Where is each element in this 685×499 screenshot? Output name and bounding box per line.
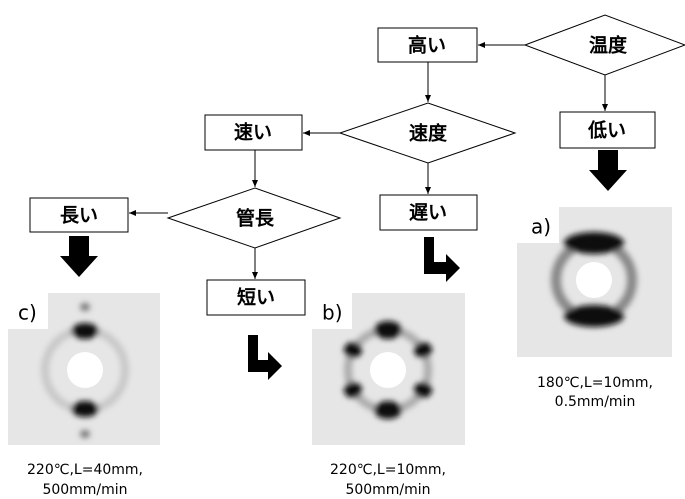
caption: 500mm/min [345, 482, 430, 498]
node-label: 遅い [409, 202, 447, 224]
bent-arrow [248, 335, 282, 380]
caption: 220℃,L=40mm, [27, 462, 143, 478]
caption: 0.5mm/min [555, 394, 636, 410]
node-label: 長い [60, 205, 98, 227]
node-label: 高い [408, 34, 446, 57]
node-label: 速い [234, 121, 272, 144]
caption: 500mm/min [42, 482, 127, 498]
panel-label: b) [322, 301, 343, 325]
node-label: 管長 [236, 207, 275, 230]
panel-label: c) [18, 301, 37, 325]
node-label: 温度 [589, 34, 628, 57]
caption: 220℃,L=10mm, [330, 462, 446, 478]
node-label: 低い [587, 119, 626, 142]
panel-label: a) [531, 215, 551, 239]
caption: 180℃,L=10mm, [537, 375, 653, 391]
thick-arrow [589, 150, 627, 191]
node-label: 短い [237, 286, 275, 309]
thick-arrow [60, 236, 98, 277]
bent-arrow [424, 237, 460, 282]
diagram: 温度 高い 低い 速度 速い 遅い 管長 長い 短い a) 180℃,L=10m… [0, 0, 685, 499]
node-label: 速度 [409, 122, 448, 145]
